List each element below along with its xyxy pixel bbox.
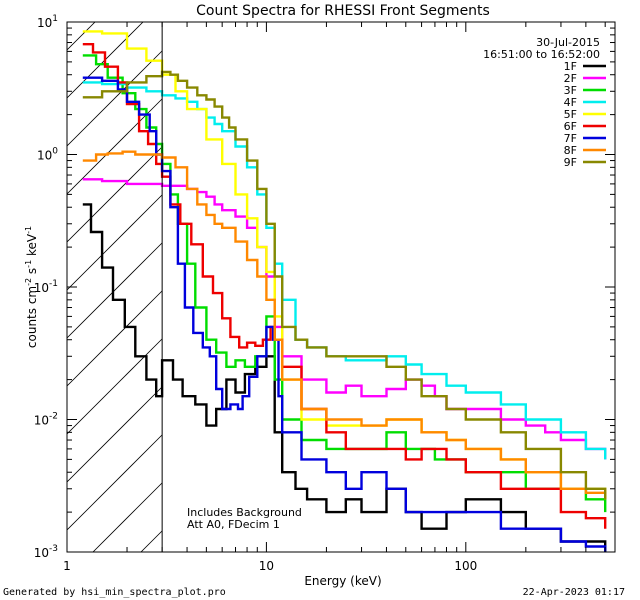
legend-label-5F: 5F <box>564 108 577 121</box>
legend-label-2F: 2F <box>564 72 577 85</box>
y-axis-label-exp1: -2 <box>24 278 33 286</box>
series-line-4F <box>82 81 607 460</box>
footer-generator: Generated by hsi_min_spectra_plot.pro <box>3 587 226 598</box>
y-axis-label-mid1: s <box>25 268 39 278</box>
hatch-line <box>92 482 163 552</box>
y-axis-label-base: counts cm <box>25 286 39 348</box>
hatch-line <box>67 146 163 243</box>
x-tick-label: 100 <box>454 559 477 573</box>
chart-title: Count Spectra for RHESSI Front Segments <box>196 3 490 19</box>
legend-label-4F: 4F <box>564 96 577 109</box>
date-label: 30-Jul-2015 <box>536 36 600 49</box>
y-axis-label: counts cm-2 s-1 keV-1 <box>24 226 39 348</box>
y-tick-label: 10-2 <box>34 412 58 428</box>
x-axis-label: Energy (keV) <box>304 574 381 588</box>
hatch-line <box>67 194 163 291</box>
footer-timestamp: 22-Apr-2023 01:17 <box>523 587 625 598</box>
hatch-line <box>67 290 163 387</box>
x-tick-label: 1 <box>63 559 71 573</box>
y-tick-label: 10-1 <box>34 279 58 295</box>
hatch-line <box>67 338 163 435</box>
legend-label-7F: 7F <box>564 132 577 145</box>
y-tick-label: 10-3 <box>34 544 58 560</box>
hatch-line <box>67 22 96 51</box>
legend-label-1F: 1F <box>564 60 577 73</box>
annotation-attenuator: Att A0, FDecim 1 <box>187 518 280 531</box>
x-tick-labels: 1 10 100 <box>63 559 477 573</box>
hatch-line <box>67 386 163 483</box>
time-range-label: 16:51:00 to 16:52:00 <box>483 48 600 61</box>
series-line-3F <box>82 54 607 513</box>
series-line-6F <box>82 43 607 529</box>
y-axis-label-exp3: -1 <box>24 226 33 234</box>
hatch-line <box>67 242 163 339</box>
y-axis-label-mid2: keV <box>25 233 39 260</box>
hatch-line <box>140 530 163 552</box>
hatch-line <box>67 50 163 147</box>
axis-ticks <box>66 21 615 553</box>
series-line-9F <box>82 70 607 500</box>
legend-label-8F: 8F <box>564 144 577 157</box>
y-axis-label-exp2: -1 <box>24 260 33 268</box>
y-tick-label: 101 <box>37 14 58 30</box>
x-tick-label: 10 <box>259 559 274 573</box>
legend-label-9F: 9F <box>564 156 577 169</box>
legend-label-6F: 6F <box>564 120 577 133</box>
hatch-line <box>67 434 163 531</box>
series-line-1F <box>82 203 607 552</box>
y-tick-label: 100 <box>37 147 58 163</box>
annotation-background: Includes Background <box>187 506 302 519</box>
legend-label-3F: 3F <box>564 84 577 97</box>
series-line-7F <box>82 76 607 552</box>
y-tick-labels: 10-3 10-2 10-1 100 101 <box>34 14 59 560</box>
